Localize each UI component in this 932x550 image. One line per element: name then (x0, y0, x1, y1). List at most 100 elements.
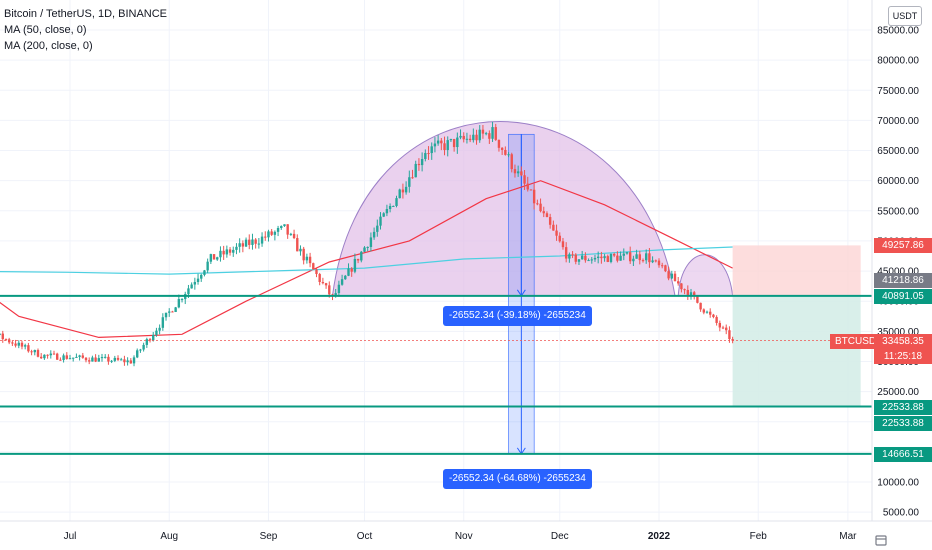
candle-body (36, 350, 40, 357)
candle-body (699, 302, 702, 310)
ma50-legend[interactable]: MA (50, close, 0) (4, 24, 87, 36)
candle-body (113, 357, 117, 361)
candle-body (529, 189, 533, 191)
candle-body (321, 281, 325, 284)
candle-body (491, 127, 494, 139)
currency-unit-button[interactable]: USDT (888, 6, 922, 26)
candle-body (164, 312, 168, 318)
candle-body (661, 265, 664, 267)
candle-body (84, 357, 88, 361)
support-mid-price-label-a: 22533.88 (874, 400, 932, 415)
candle-body (196, 278, 200, 282)
candle-body (622, 253, 625, 256)
ma200-line (0, 246, 733, 275)
candle-body (148, 339, 152, 341)
candle-body (126, 360, 129, 363)
stop-loss-zone (732, 245, 861, 296)
candle-body (235, 246, 238, 250)
candle-body (475, 134, 478, 141)
candle-body (273, 231, 277, 235)
candle-body (725, 327, 728, 331)
candle-body (558, 235, 561, 242)
candle-body (715, 317, 718, 323)
candle-body (555, 230, 558, 236)
price-tick-label: 60000.00 (877, 176, 919, 187)
candle-body (721, 327, 725, 329)
time-tick-label: Sep (260, 531, 278, 542)
candle-body (257, 243, 261, 245)
horizontal-levels (0, 294, 872, 455)
candle-body (251, 239, 254, 245)
price-tick-label: 35000.00 (877, 327, 919, 338)
candle-body (305, 256, 309, 261)
candle-body (145, 339, 149, 345)
candle-body (686, 289, 690, 297)
candle-body (593, 257, 597, 260)
candle-body (212, 254, 216, 260)
candle-body (225, 249, 229, 255)
candle-body (459, 135, 462, 138)
candle-body (366, 246, 369, 248)
candle-body (731, 339, 734, 341)
candle-body (1, 333, 4, 340)
candle-body (136, 350, 139, 358)
time-tick-label: 2022 (648, 531, 671, 542)
measure-label-lower[interactable]: -26552.34 (-64.68%) -2655234 (443, 469, 592, 489)
candle-body (43, 354, 46, 359)
candle-body (11, 342, 14, 344)
timezone-settings-icon[interactable] (874, 533, 888, 547)
ma200-legend[interactable]: MA (200, close, 0) (4, 40, 93, 52)
symbol-title[interactable]: Bitcoin / TetherUS, 1D, BINANCE (4, 8, 168, 20)
candle-body (446, 140, 449, 151)
candle-body (308, 256, 312, 264)
time-tick-label: Mar (839, 531, 857, 542)
candle-body (414, 163, 417, 178)
candle-body (363, 247, 366, 252)
candle-body (651, 260, 654, 263)
candle-body (718, 322, 722, 328)
candle-body (52, 353, 56, 355)
candle-body (596, 256, 600, 258)
candle-body (260, 236, 264, 244)
candle-body (468, 138, 472, 141)
price-tick-label: 5000.00 (883, 508, 920, 519)
chart-legend: Bitcoin / TetherUS, 1D, BINANCE MA (50, … (4, 6, 167, 54)
candle-body (302, 248, 305, 261)
candle-body (712, 314, 715, 318)
candle-body (75, 356, 78, 358)
candle-body (264, 236, 267, 238)
candle-body (280, 226, 283, 228)
candle-body (88, 360, 91, 362)
candle-body (97, 358, 101, 362)
measure-label-upper[interactable]: -26552.34 (-39.18%) -2655234 (443, 306, 592, 326)
candle-body (116, 357, 120, 360)
countdown-label: 11:25:18 (874, 349, 932, 364)
candle-body (155, 330, 158, 335)
candle-body (702, 309, 706, 313)
candle-body (369, 237, 373, 247)
candle-body (606, 256, 609, 262)
price-tick-label: 80000.00 (877, 56, 919, 67)
candle-body (420, 159, 424, 166)
candle-body (33, 350, 36, 353)
candle-body (513, 169, 517, 174)
last-price-label: 33458.35 (874, 334, 932, 349)
stop-price-label: 49257.86 (874, 238, 932, 253)
candle-body (238, 243, 241, 247)
candle-body (539, 203, 542, 212)
candle-body (72, 357, 75, 359)
candle-body (545, 213, 549, 218)
price-tick-label: 65000.00 (877, 146, 919, 157)
time-axis: Jul Aug Sep Oct Nov Dec 2022 Feb Mar (0, 520, 932, 542)
moving-averages (0, 180, 733, 339)
candle-body (174, 307, 177, 312)
candle-body (132, 357, 136, 364)
ma200-price-label: 41218.86 (874, 273, 932, 288)
candle-body (241, 243, 245, 247)
candle-body (408, 177, 411, 187)
candle-body (603, 256, 606, 259)
candle-body (168, 311, 171, 313)
candle-body (65, 355, 68, 359)
candle-body (193, 281, 197, 285)
